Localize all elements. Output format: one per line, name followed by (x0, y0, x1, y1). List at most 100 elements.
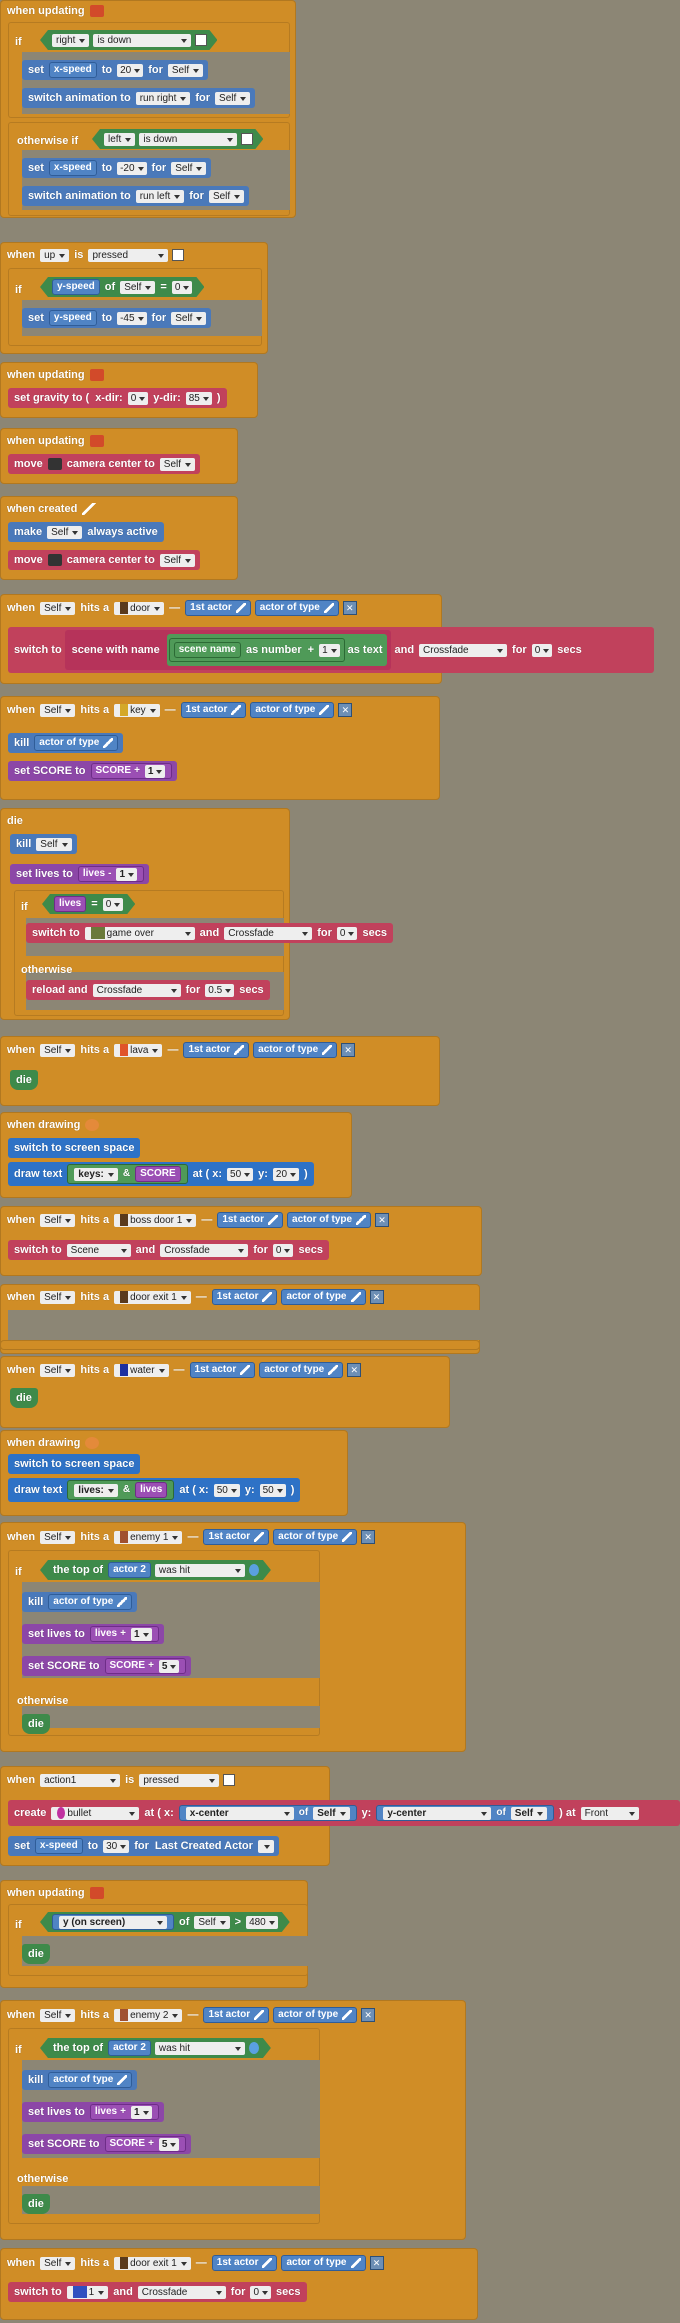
key-state-dropdown[interactable]: pressed (139, 1773, 220, 1787)
actor-of-type-var[interactable]: actor of type (273, 1529, 358, 1545)
actor-type-dropdown[interactable]: boss door 1 (114, 1213, 197, 1227)
screen-space-block[interactable]: switch to screen space (8, 1454, 141, 1474)
first-actor-var[interactable]: 1st actor (183, 1042, 250, 1058)
actor-of-type-var[interactable]: actor of type (250, 702, 335, 718)
num[interactable]: 1 (319, 643, 340, 657)
reload-block[interactable]: reload and Crossfade for 0.5 secs (26, 980, 270, 1000)
text-field[interactable]: keys: (74, 1167, 118, 1181)
anim-dropdown[interactable]: run left (135, 189, 185, 203)
move-camera-block[interactable]: move camera center to Self (8, 454, 201, 474)
actor-dropdown[interactable]: Self (40, 1213, 76, 1227)
first-actor-var[interactable]: 1st actor (185, 600, 251, 616)
score-expression[interactable]: SCORE +5 (104, 2136, 187, 2152)
actor-dropdown[interactable]: Self (40, 2256, 76, 2270)
toggle-box[interactable] (195, 34, 207, 46)
toggle-box[interactable] (172, 249, 185, 261)
score-var[interactable]: SCORE (135, 1166, 181, 1182)
num[interactable]: 20 (117, 63, 144, 77)
set-score-block[interactable]: set SCORE to SCORE +5 (22, 1656, 192, 1676)
num[interactable]: 5 (158, 1659, 180, 1673)
transition-dropdown[interactable]: Crossfade (92, 983, 181, 997)
draw-text-block[interactable]: draw text lives: & lives at ( x: 50 y: 50) (8, 1478, 301, 1502)
num[interactable]: 50 (259, 1483, 286, 1497)
switch-animation-block[interactable]: switch animation to run left for Self (22, 186, 250, 206)
score-expression[interactable]: SCORE +5 (104, 1658, 187, 1674)
set-lives-block[interactable]: set lives to lives +1 (22, 1624, 164, 1644)
actor-of-type-var[interactable]: actor of type (48, 2072, 133, 2088)
num[interactable]: 0 (272, 1243, 294, 1257)
condition-was-hit[interactable]: the top of actor 2 was hit (40, 1560, 271, 1580)
scene-name-var[interactable]: scene name (173, 642, 241, 658)
actor-dropdown[interactable]: Self (40, 2008, 76, 2022)
screen-space-block[interactable]: switch to screen space (8, 1138, 141, 1158)
switch-scene-block[interactable]: switch to 1 and Crossfade for 0 secs (8, 2282, 307, 2302)
num[interactable]: 480 (246, 1916, 278, 1929)
num[interactable]: 0 (250, 2285, 272, 2299)
actor-type-dropdown[interactable]: enemy 2 (114, 2008, 183, 2022)
actor-of-type-var[interactable]: actor of type (287, 1212, 372, 1228)
actor-of-type-var[interactable]: actor of type (254, 600, 339, 616)
num[interactable]: 0.5 (205, 983, 235, 997)
y-onscreen-dropdown[interactable]: y (on screen) (59, 1916, 167, 1929)
set-score-block[interactable]: set SCORE to SCORE +1 (8, 761, 178, 781)
text-join-expression[interactable]: keys: & SCORE (67, 1164, 188, 1184)
set-score-block[interactable]: set SCORE to SCORE +5 (22, 2134, 192, 2154)
actor-dropdown[interactable]: Self (159, 553, 196, 567)
actor-type-dropdown[interactable]: lava (114, 1043, 163, 1057)
remove-icon[interactable]: ✕ (342, 601, 357, 615)
score-expression[interactable]: SCORE +1 (90, 763, 173, 779)
actor-dropdown[interactable]: Self (36, 837, 72, 851)
num[interactable]: 1 (116, 867, 138, 881)
actor-of-type-var[interactable]: actor of type (259, 1362, 344, 1378)
actor-dropdown[interactable]: Self (215, 91, 251, 105)
condition-yspeed-eq[interactable]: y-speed of Self = 0 (40, 277, 204, 297)
first-actor-var[interactable]: 1st actor (211, 1289, 278, 1305)
hit-state-dropdown[interactable]: was hit (155, 1564, 245, 1577)
transition-dropdown[interactable]: Crossfade (419, 643, 508, 657)
actor-dropdown[interactable]: Self (40, 703, 76, 717)
remove-icon[interactable]: ✕ (361, 1530, 376, 1544)
actor-dropdown[interactable]: Self (40, 1290, 76, 1304)
actor-dropdown[interactable]: Self (171, 161, 207, 175)
switch-animation-block[interactable]: switch animation to run right for Self (22, 88, 256, 108)
num[interactable]: 50 (227, 1167, 254, 1181)
die-call-block[interactable]: die (10, 1070, 38, 1090)
target-dropdown[interactable] (257, 1839, 274, 1853)
scene-dropdown[interactable]: game over (84, 926, 195, 940)
kill-block[interactable]: kill actor of type (8, 733, 124, 753)
die-call-block[interactable]: die (22, 1944, 50, 1964)
hit-state-dropdown[interactable]: was hit (155, 2042, 245, 2055)
num[interactable]: 0 (531, 643, 553, 657)
actor-dropdown[interactable]: Self (40, 1530, 76, 1544)
actor-dropdown[interactable]: Self (194, 1916, 229, 1929)
key-dropdown[interactable]: up (40, 248, 70, 262)
remove-icon[interactable]: ✕ (361, 2008, 376, 2022)
num[interactable]: -45 (117, 311, 147, 325)
xspeed-var[interactable]: x-speed (34, 1838, 83, 1854)
anim-dropdown[interactable]: run right (135, 91, 191, 105)
actor-dropdown[interactable]: Self (167, 63, 204, 77)
num[interactable]: 20 (272, 1167, 300, 1181)
first-actor-var[interactable]: 1st actor (203, 1529, 270, 1545)
toggle-box[interactable] (241, 133, 253, 145)
condition-lives-eq[interactable]: lives = 0 (42, 894, 135, 914)
kill-block[interactable]: kill actor of type (22, 2070, 138, 2090)
key-state-dropdown[interactable]: pressed (88, 248, 169, 262)
actor-type-dropdown[interactable]: water (114, 1363, 169, 1377)
actor-type-dropdown[interactable]: door exit 1 (114, 1290, 191, 1304)
first-actor-var[interactable]: 1st actor (189, 1362, 256, 1378)
num[interactable]: 50 (213, 1483, 240, 1497)
die-call-block[interactable]: die (22, 2194, 50, 2214)
toggle-box[interactable] (223, 1774, 236, 1786)
actor-dropdown[interactable]: Self (159, 457, 196, 471)
scene-dropdown[interactable]: Scene (66, 1243, 131, 1257)
switch-scene-block[interactable]: switch to scene with name scene name as num… (8, 627, 654, 673)
actor-dropdown[interactable]: Self (40, 1363, 76, 1377)
num[interactable]: 0 (172, 281, 193, 294)
key-state-dropdown[interactable]: is down (139, 133, 237, 146)
condition-right-down[interactable]: right is down (40, 30, 217, 50)
remove-icon[interactable]: ✕ (369, 1290, 384, 1304)
actor-type-dropdown[interactable]: enemy 1 (114, 1530, 183, 1544)
actor-of-type-var[interactable]: actor of type (48, 1594, 133, 1610)
first-actor-var[interactable]: 1st actor (217, 1212, 284, 1228)
